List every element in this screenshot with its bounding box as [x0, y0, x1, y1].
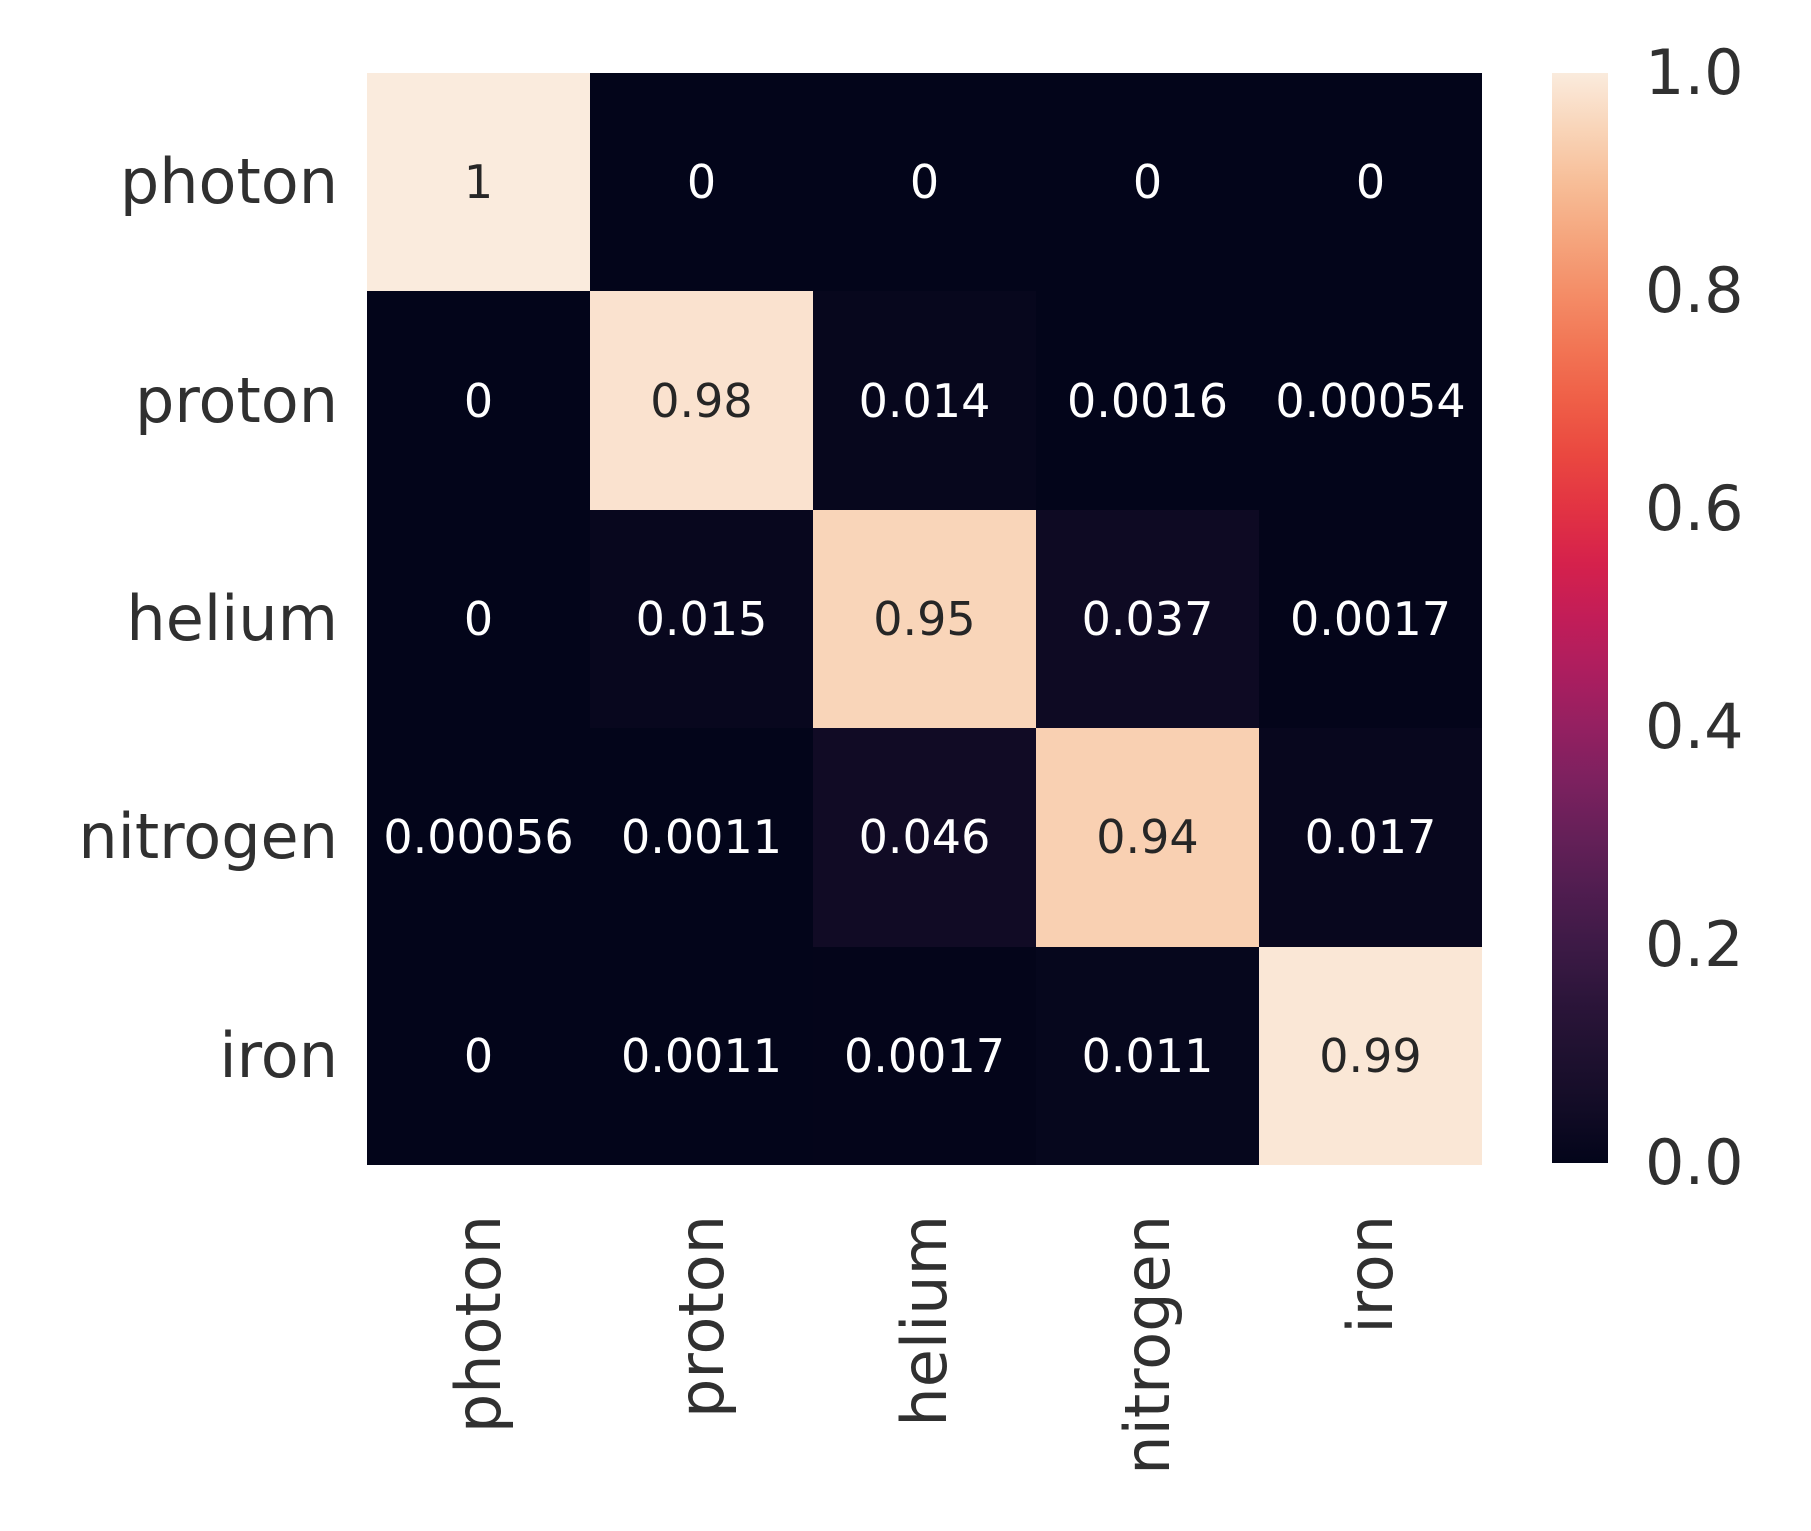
heatmap-cell-proton-photon: 0	[367, 291, 590, 510]
x-tick-label-proton: proton	[664, 1215, 738, 1418]
colorbar-tick-0.8: 0.8	[1645, 254, 1744, 327]
colorbar-tick-1.0: 1.0	[1645, 36, 1744, 109]
colorbar-tick-0.4: 0.4	[1645, 690, 1744, 763]
heatmap-cell-helium-iron: 0.0017	[1259, 509, 1482, 729]
heatmap-grid: 1 0 0 0 0 0 0.98 0.014 0.0016 0.00054 0 0.015 0.95 0.…	[367, 73, 1482, 1165]
heatmap-cell-proton-helium: 0.014	[813, 291, 1036, 510]
heatmap-cell-iron-helium: 0.0017	[813, 946, 1036, 1165]
heatmap-cell-helium-proton: 0.015	[590, 509, 813, 729]
y-tick-label-proton: proton	[135, 363, 338, 437]
colorbar-tick-0.2: 0.2	[1645, 908, 1744, 981]
heatmap-cell-nitrogen-photon: 0.00056	[367, 728, 590, 947]
heatmap-cell-photon-photon: 1	[367, 73, 590, 292]
heatmap-cell-helium-nitrogen: 0.037	[1036, 509, 1259, 729]
heatmap-cell-photon-nitrogen: 0	[1036, 73, 1259, 292]
y-tick-label-iron: iron	[219, 1018, 338, 1092]
heatmap-cell-nitrogen-helium: 0.046	[813, 728, 1036, 947]
heatmap-cell-iron-proton: 0.0011	[590, 946, 813, 1165]
heatmap-cell-proton-iron: 0.00054	[1259, 291, 1482, 510]
heatmap-cell-helium-helium: 0.95	[813, 509, 1036, 729]
x-tick-label-helium: helium	[887, 1215, 961, 1427]
x-tick-label-nitrogen: nitrogen	[1110, 1215, 1184, 1475]
heatmap-cell-helium-photon: 0	[367, 509, 590, 729]
x-tick-label-iron: iron	[1333, 1215, 1407, 1334]
heatmap-cell-nitrogen-nitrogen: 0.94	[1036, 728, 1259, 947]
colorbar-tick-0.0: 0.0	[1645, 1126, 1744, 1199]
heatmap-cell-iron-photon: 0	[367, 946, 590, 1165]
heatmap-cell-iron-nitrogen: 0.011	[1036, 946, 1259, 1165]
x-tick-label-photon: photon	[441, 1215, 515, 1434]
y-tick-label-helium: helium	[126, 582, 338, 655]
heatmap-cell-nitrogen-iron: 0.017	[1259, 728, 1482, 947]
heatmap-cell-proton-nitrogen: 0.0016	[1036, 291, 1259, 510]
heatmap-cell-proton-proton: 0.98	[590, 291, 813, 510]
colorbar-gradient	[1552, 73, 1608, 1163]
heatmap-cell-nitrogen-proton: 0.0011	[590, 728, 813, 947]
heatmap-cell-photon-helium: 0	[813, 73, 1036, 292]
y-tick-label-photon: photon	[119, 145, 338, 219]
y-tick-label-nitrogen: nitrogen	[78, 800, 338, 874]
heatmap-cell-photon-proton: 0	[590, 73, 813, 292]
heatmap-cell-photon-iron: 0	[1259, 73, 1482, 292]
heatmap-cell-iron-iron: 0.99	[1259, 946, 1482, 1165]
colorbar-tick-0.6: 0.6	[1645, 472, 1744, 545]
